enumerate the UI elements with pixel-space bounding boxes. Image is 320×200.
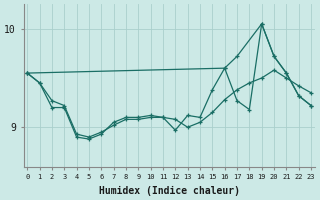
X-axis label: Humidex (Indice chaleur): Humidex (Indice chaleur) xyxy=(99,186,240,196)
